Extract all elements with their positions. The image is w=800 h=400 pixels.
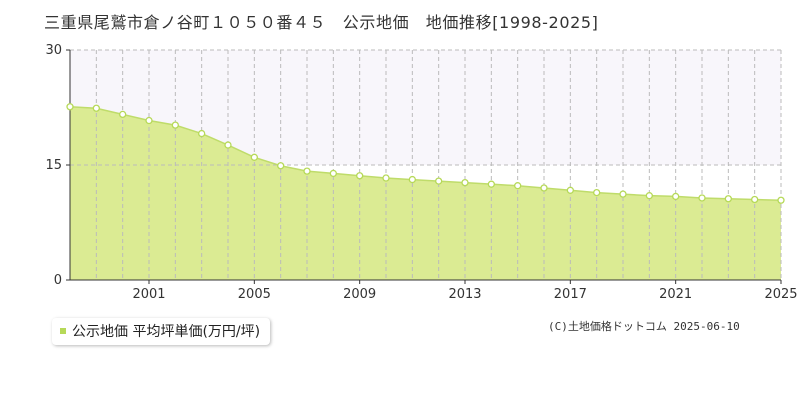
y-tick-label: 15 [45,158,62,173]
data-point [514,182,522,190]
x-tick-label: 2013 [448,287,481,302]
data-point [593,188,601,197]
data-point [724,195,732,203]
data-point [224,141,232,149]
legend-swatch [60,328,66,334]
data-point [329,169,337,178]
area-fill [70,106,781,280]
data-point [356,172,364,180]
data-point [92,104,100,112]
data-point [566,186,574,194]
x-tick-label: 2017 [554,287,587,302]
data-point [461,178,469,187]
chart-title: 三重県尾鷲市倉ノ谷町１０５０番４５ 公示地価 地価推移[1998-2025] [44,13,599,32]
x-tick-label: 2009 [343,287,376,302]
y-tick-label: 30 [45,43,62,58]
data-point [619,190,627,198]
data-point [645,192,653,200]
copyright-text: (C)土地価格ドットコム 2025-06-10 [548,320,740,333]
x-tick-label: 2005 [238,287,271,302]
x-tick-label: 2001 [132,287,165,302]
data-point [303,167,311,175]
data-point [198,129,206,138]
data-point [540,184,548,192]
data-point [66,103,74,111]
data-point [698,194,706,202]
x-tick-label: 2025 [764,287,797,302]
data-point [777,196,785,204]
data-point [408,175,416,184]
legend-label: 公示地価 平均坪単価(万円/坪) [72,324,261,340]
legend: 公示地価 平均坪単価(万円/坪) [52,318,271,345]
data-point [487,180,495,188]
data-point [119,110,127,119]
series-line [69,105,782,202]
data-point [672,192,680,201]
y-tick-label: 0 [54,273,62,288]
data-point [250,153,258,161]
data-point [435,177,443,185]
data-point [382,174,390,182]
data-point [751,195,759,204]
data-point [277,162,285,170]
data-point [171,121,179,129]
x-tick-label: 2021 [659,287,692,302]
data-point [145,116,153,125]
